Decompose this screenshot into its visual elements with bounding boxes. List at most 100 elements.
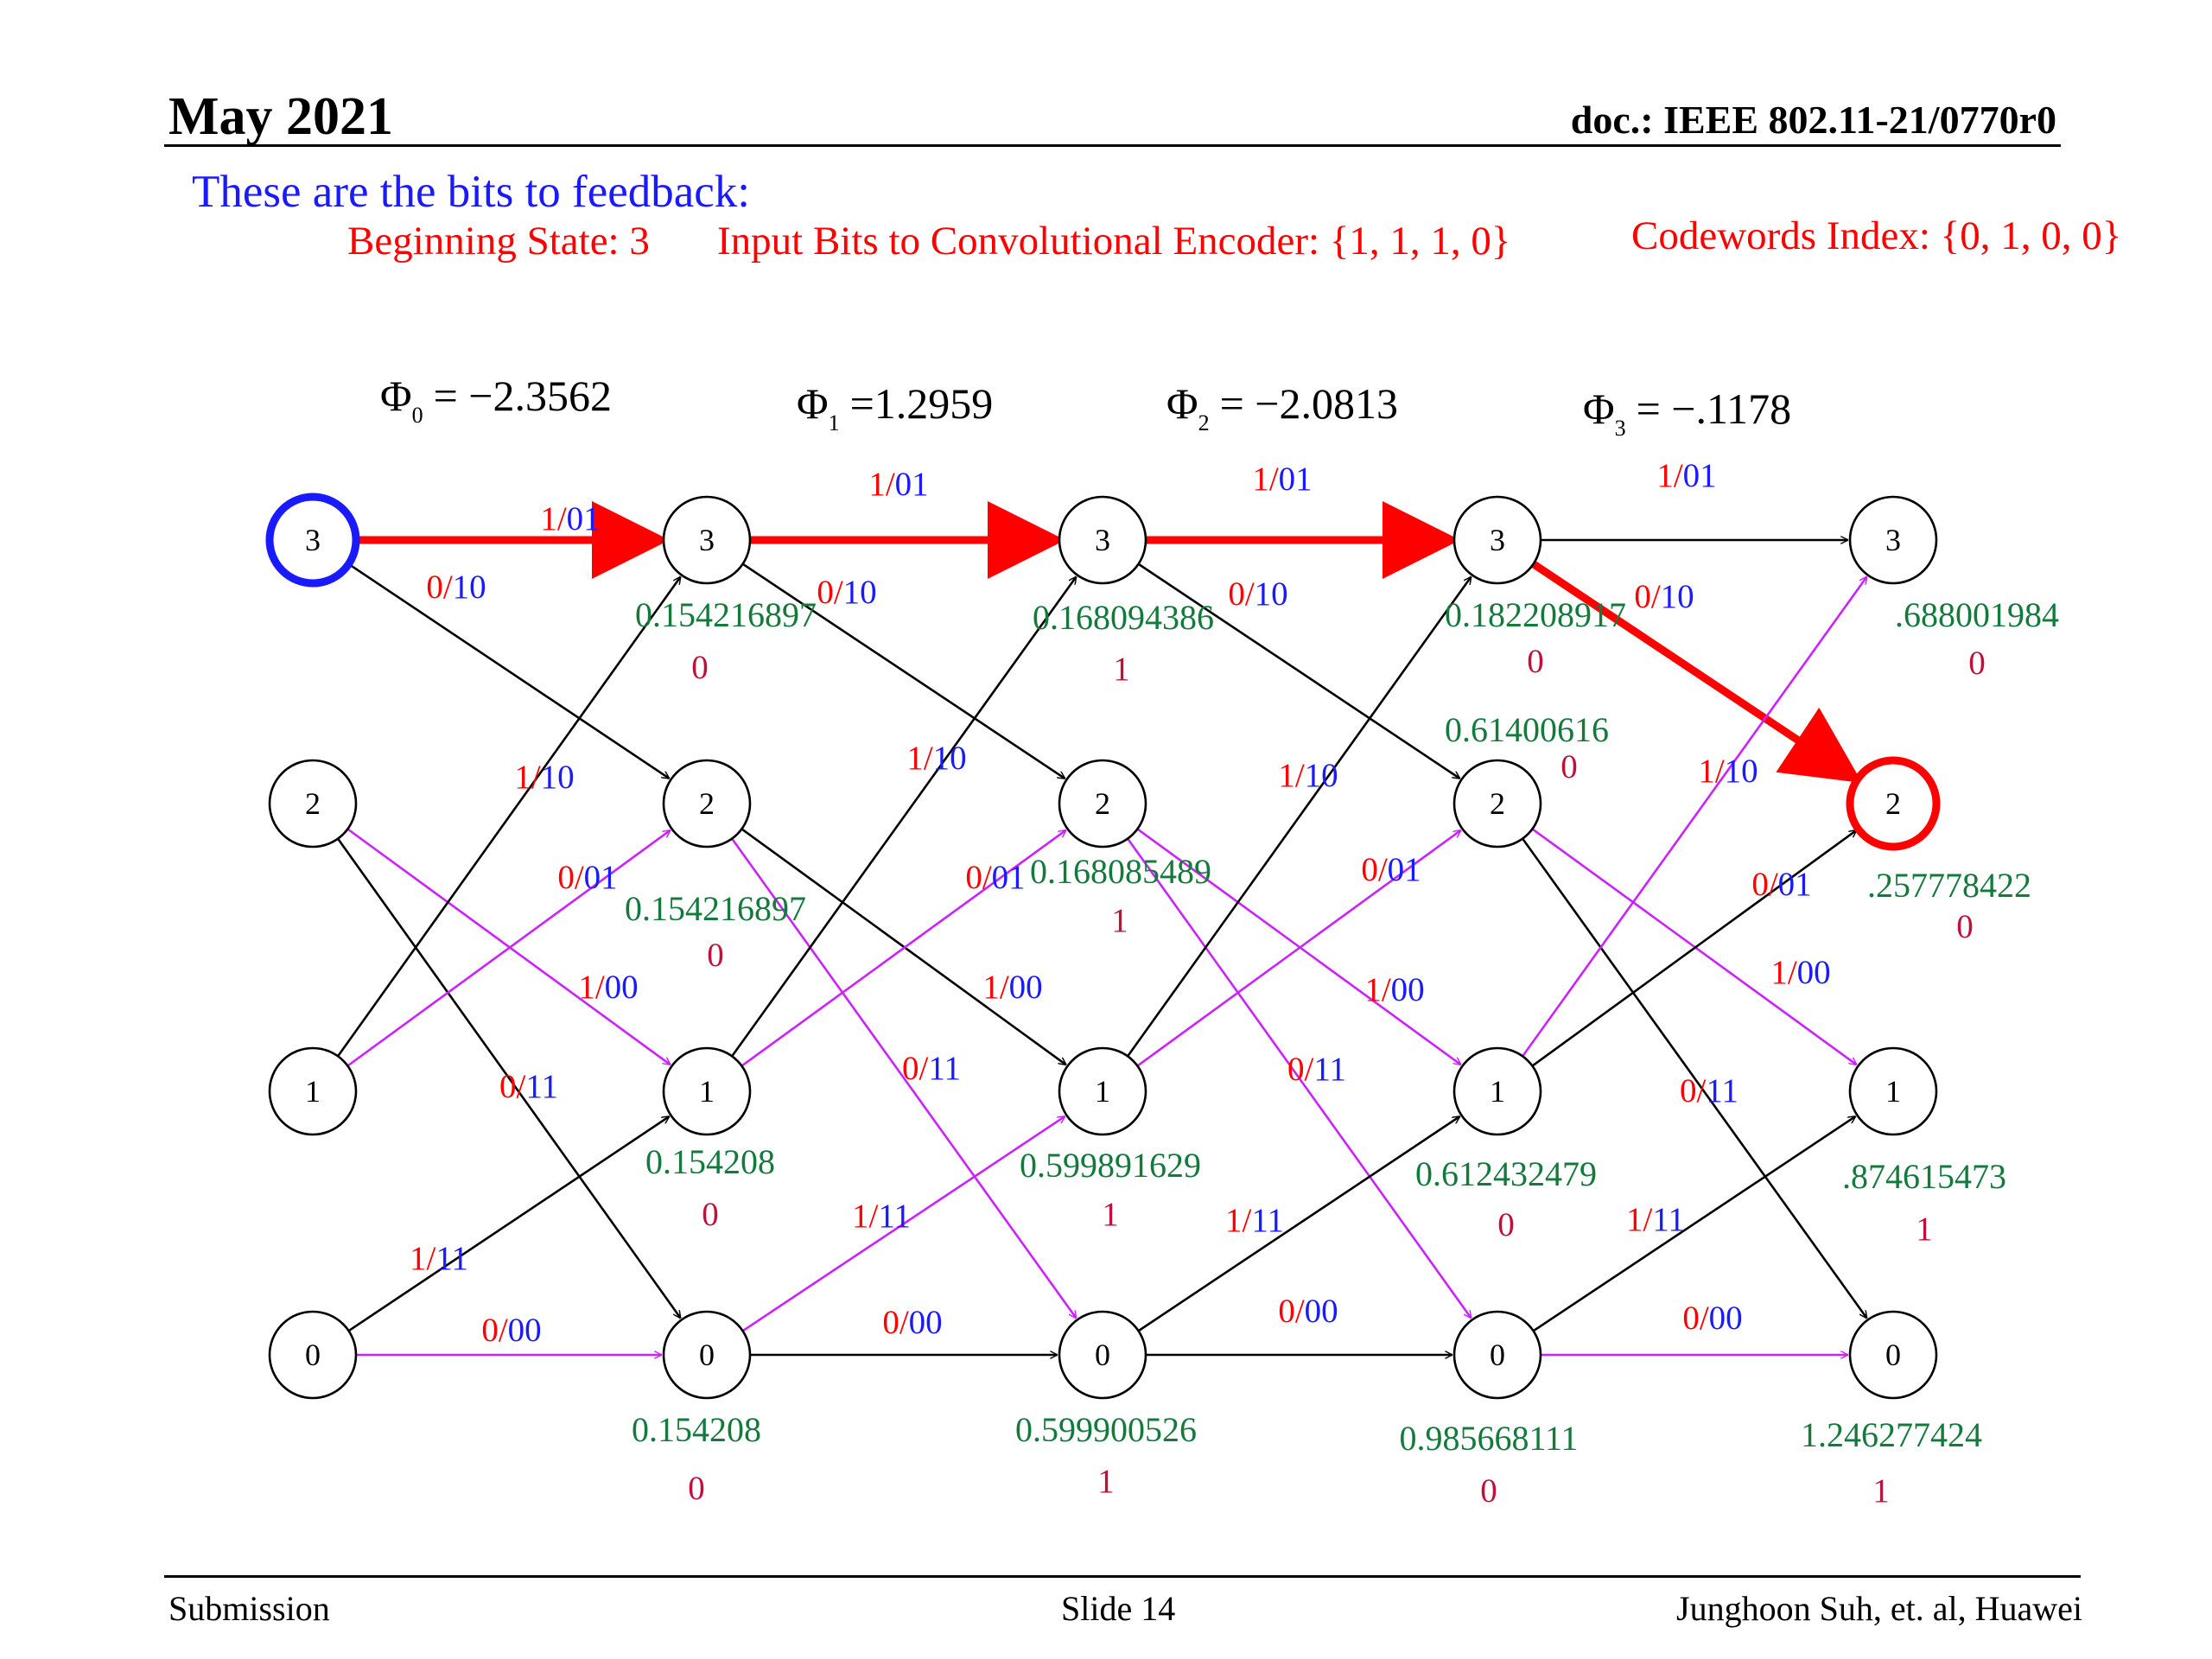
edge-1-0-2-1	[741, 1115, 1065, 1332]
path-metric-4-1: .874615473	[1842, 1157, 2006, 1196]
edge-label-1-3-2-2: 0/10	[817, 574, 876, 611]
footer-submission: Submission	[168, 1589, 330, 1628]
edge-2-0-3-1	[1137, 1115, 1460, 1332]
edge-label-3-3-4-2: 0/10	[1634, 578, 1694, 615]
node-stage0-state0	[268, 1310, 358, 1400]
node-stage0-state2	[268, 759, 358, 849]
node-stage2-state0	[1058, 1310, 1147, 1400]
node-stage3-state0	[1452, 1310, 1542, 1400]
survivor-bit-4-1: 1	[1916, 1211, 1933, 1248]
edge-0-3-1-2	[347, 563, 670, 780]
node-label-stage0-state3: 3	[305, 523, 321, 557]
path-metric-3-1: 0.612432479	[1415, 1154, 1597, 1193]
edge-2-1-3-3	[1127, 576, 1472, 1058]
phi-0: Φ0 = −2.3562	[380, 372, 612, 428]
path-metric-1-1: 0.154208	[645, 1142, 775, 1181]
node-stage0-state3	[265, 493, 360, 588]
survivor-bit-2-1: 1	[1102, 1196, 1119, 1233]
path-metric-1-3: 0.154216897	[635, 595, 817, 634]
edge-label-0-2-1-1: 1/00	[578, 969, 638, 1006]
path-metric-2-1: 0.599891629	[1020, 1146, 1201, 1185]
node-label-stage4-state3: 3	[1885, 523, 1901, 557]
edge-label-2-1-3-2: 0/01	[1361, 851, 1421, 888]
edge-label-3-0-4-0: 0/00	[1682, 1300, 1742, 1337]
survivor-bit-3-3: 0	[1527, 643, 1544, 680]
node-label-stage2-state1: 1	[1095, 1074, 1110, 1109]
node-label-stage0-state2: 2	[305, 786, 321, 821]
edge-1-1-2-2	[741, 829, 1066, 1067]
node-label-stage2-state2: 2	[1095, 786, 1110, 821]
edge-label-3-0-4-1: 1/11	[1626, 1201, 1685, 1238]
edge-3-3-4-2	[1531, 560, 1863, 784]
node-label-stage4-state1: 1	[1885, 1074, 1901, 1109]
node-stage4-state3	[1848, 495, 1938, 585]
edge-label-0-2-1-0: 0/11	[499, 1068, 558, 1105]
edge-1-2-2-0	[731, 837, 1077, 1319]
path-metric-4-0: 1.246277424	[1801, 1415, 1982, 1454]
node-stage1-state3	[662, 495, 752, 585]
edge-1-3-2-2	[741, 563, 1065, 780]
edge-label-3-2-4-0: 0/11	[1680, 1072, 1738, 1109]
edge-label-0-1-1-2: 0/01	[557, 859, 617, 896]
node-label-stage1-state2: 2	[699, 786, 715, 821]
survivor-bit-3-2: 0	[1560, 748, 1578, 785]
edge-label-0-3-1-3: 1/01	[540, 500, 600, 537]
edge-0-1-1-3	[337, 576, 682, 1058]
survivor-bit-1-1: 0	[702, 1196, 719, 1233]
edge-label-0-0-1-1: 1/11	[410, 1240, 468, 1277]
trellis-nodes: 3 2 1 0 3 2 1 0 3 2 1 0 3 2 1 0 3 2 1 0	[265, 493, 1941, 1400]
edge-0-1-1-2	[346, 829, 671, 1067]
footer-slide-number: Slide 14	[1061, 1589, 1176, 1628]
node-stage3-state1	[1452, 1046, 1542, 1136]
node-stage4-state1	[1848, 1046, 1938, 1136]
footer-author: Junghoon Suh, et. al, Huawei	[1676, 1589, 2082, 1628]
edge-label-2-0-3-1: 1/11	[1225, 1202, 1284, 1239]
survivor-bit-1-0: 0	[688, 1470, 705, 1507]
edge-label-3-3-4-3: 1/01	[1656, 457, 1716, 494]
edge-label-0-0-1-0: 0/00	[481, 1312, 541, 1349]
node-stage1-state0	[662, 1310, 752, 1400]
edge-label-1-2-2-0: 0/11	[902, 1050, 961, 1087]
node-label-stage4-state2: 2	[1885, 786, 1901, 821]
beginning-state-text: Beginning State: 3	[347, 219, 650, 264]
edge-label-3-1-4-3: 1/10	[1698, 753, 1758, 790]
input-bits-text: Input Bits to Convolutional Encoder: {1,…	[717, 219, 1511, 264]
survivor-bit-4-2: 0	[1956, 908, 1974, 945]
edge-3-0-4-1	[1532, 1115, 1856, 1332]
node-label-stage3-state0: 0	[1490, 1338, 1505, 1372]
header-date: May 2021	[168, 87, 394, 146]
header-doc-number: doc.: IEEE 802.11-21/0770r0	[1570, 98, 2056, 142]
node-stage3-state2	[1452, 759, 1542, 849]
phi-3: Φ3 = −.1178	[1583, 385, 1791, 441]
path-metric-1-2: 0.154216897	[625, 889, 806, 928]
node-stage3-state3	[1452, 495, 1542, 585]
header-rule	[164, 144, 2061, 147]
path-metric-2-3: 0.168094386	[1033, 598, 1214, 637]
node-label-stage3-state2: 2	[1490, 786, 1505, 821]
path-metric-3-2: 0.61400616	[1445, 710, 1609, 749]
path-metric-3-3: 0.182208917	[1445, 595, 1626, 634]
survivor-bit-3-0: 0	[1480, 1472, 1497, 1510]
edge-label-1-3-2-3: 1/01	[868, 466, 928, 503]
edge-0-0-1-1	[347, 1115, 670, 1332]
node-label-stage1-state1: 1	[699, 1074, 715, 1109]
edge-3-1-4-2	[1531, 829, 1857, 1067]
edge-label-1-1-2-2: 0/01	[965, 859, 1025, 896]
edge-label-2-3-3-3: 1/01	[1252, 461, 1312, 498]
phi-1: Φ1 =1.2959	[797, 379, 993, 435]
node-values: 0.154216897 0 0.154216897 0 0.154208 0 0.15420…	[625, 595, 2059, 1510]
phi-labels: Φ0 = −2.3562 Φ1 =1.2959 Φ2 = −2.0813 Φ3 = −.117…	[380, 372, 1791, 441]
path-metric-1-0: 0.154208	[632, 1410, 761, 1449]
node-label-stage1-state3: 3	[699, 523, 715, 557]
node-label-stage0-state1: 1	[305, 1074, 321, 1109]
edge-label-1-0-2-0: 0/00	[882, 1304, 942, 1341]
node-stage2-state2	[1058, 759, 1147, 849]
survivor-bit-4-0: 1	[1872, 1472, 1890, 1510]
edge-label-2-2-3-1: 1/00	[1364, 971, 1424, 1008]
survivor-bit-4-3: 0	[1968, 645, 1986, 682]
path-metric-4-3: .688001984	[1895, 595, 2059, 634]
node-stage0-state1	[268, 1046, 358, 1136]
survivor-bit-1-3: 0	[691, 649, 709, 686]
